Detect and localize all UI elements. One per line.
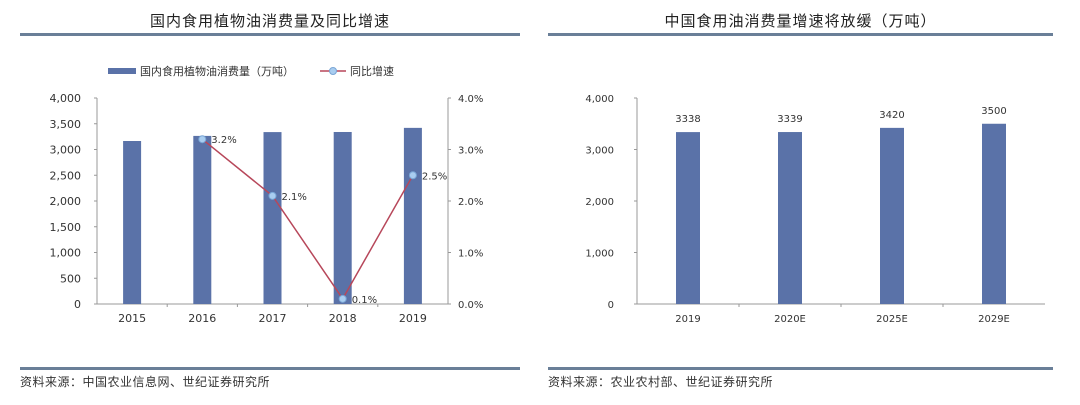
growth-marker [408, 171, 417, 180]
left-y-tick-label: 3,000 [50, 144, 82, 157]
left-y-tick-label: 2,000 [50, 195, 82, 208]
x-tick-label: 2029E [978, 314, 1010, 325]
legend-bar-swatch [108, 68, 136, 74]
left-legend: 国内食用植物油消费量（万吨） 同比增速 [108, 64, 394, 78]
x-tick-label: 2020E [774, 314, 806, 325]
bar-2017 [263, 132, 282, 304]
left-y-tick-label: 3,500 [50, 118, 82, 131]
x-tick-label: 2017 [259, 312, 287, 325]
growth-data-label: 3.2% [211, 135, 236, 146]
y-tick-label: 1,000 [585, 249, 614, 260]
left-y-tick-label: 1,000 [50, 247, 82, 260]
left-chart-title: 国内食用植物油消费量及同比增速 [149, 12, 390, 30]
bar-2029E [982, 123, 1006, 304]
left-chart-panel: 国内食用植物油消费量及同比增速 国内食用植物油消费量（万吨） 同比增速 0 500… [20, 0, 520, 405]
growth-data-label: 2.1% [282, 192, 307, 203]
right-y-tick-label: 4.0% [458, 94, 483, 105]
bar-2025E [880, 127, 904, 305]
bar-2019 [676, 132, 700, 304]
left-plot-area: 0 500 1,000 1,500 2,000 2,500 3,000 3,500 4,000 0… [50, 92, 484, 325]
legend-line-label: 同比增速 [350, 64, 394, 78]
legend-bar-label: 国内食用植物油消费量（万吨） [140, 64, 294, 78]
right-y-tick-label: 1.0% [458, 249, 483, 260]
bar-value-label: 3500 [981, 106, 1006, 117]
left-title-rule [20, 33, 520, 36]
bar-value-label: 3420 [879, 110, 904, 121]
growth-data-label: 0.1% [352, 295, 377, 306]
x-tick-label: 2025E [876, 314, 908, 325]
left-chart: 国内食用植物油消费量（万吨） 同比增速 0 500 1,000 1,500 2,000 2… [50, 64, 484, 325]
growth-marker [198, 135, 207, 144]
left-y-tick-label: 4,000 [50, 92, 82, 105]
bar-2018 [333, 131, 352, 304]
bar-2019 [403, 127, 422, 305]
x-tick-label: 2016 [188, 312, 216, 325]
x-tick-label: 2015 [118, 312, 146, 325]
left-y-tick-label: 2,500 [50, 169, 82, 182]
left-source-note: 资料来源：中国农业信息网、世纪证券研究所 [20, 375, 271, 389]
y-tick-label: 2,000 [585, 197, 614, 208]
left-y-tick-label: 0 [74, 298, 81, 311]
right-y-tick-label: 3.0% [458, 146, 483, 157]
right-chart-title: 中国食用油消费量增速将放缓（万吨） [664, 12, 937, 30]
x-tick-label: 2018 [329, 312, 357, 325]
right-plot-area: 0 1,000 2,000 3,000 4,000 3338 2019 3339 2020E 34… [585, 94, 1045, 325]
bar-2020E [778, 132, 802, 304]
left-y-tick-label: 500 [60, 272, 81, 285]
x-tick-label: 2019 [399, 312, 427, 325]
left-y-tick-label: 1,500 [50, 221, 82, 234]
y-tick-label: 0 [608, 300, 614, 311]
y-tick-label: 4,000 [585, 94, 614, 105]
bar-2015 [123, 141, 142, 304]
growth-marker [268, 191, 277, 200]
right-y-tick-label: 2.0% [458, 197, 483, 208]
growth-marker [338, 294, 347, 303]
right-source-rule [548, 367, 1053, 370]
growth-data-label: 2.5% [422, 171, 447, 182]
right-y-tick-label: 0.0% [458, 300, 483, 311]
right-chart: 0 1,000 2,000 3,000 4,000 3338 2019 3339 2020E 34… [585, 94, 1045, 325]
left-source-rule [20, 367, 520, 370]
right-chart-panel: 中国食用油消费量增速将放缓（万吨） 0 1,000 2,000 3,000 4,000 3… [548, 0, 1053, 405]
right-source-note: 资料来源：农业农村部、世纪证券研究所 [548, 375, 774, 389]
legend-marker-icon [329, 67, 337, 75]
bar-value-label: 3338 [675, 114, 700, 125]
growth-line [201, 138, 414, 301]
x-tick-label: 2019 [675, 314, 700, 325]
right-title-rule [548, 33, 1053, 36]
y-tick-label: 3,000 [585, 146, 614, 157]
bar-value-label: 3339 [777, 114, 802, 125]
bar-2016 [193, 135, 212, 304]
